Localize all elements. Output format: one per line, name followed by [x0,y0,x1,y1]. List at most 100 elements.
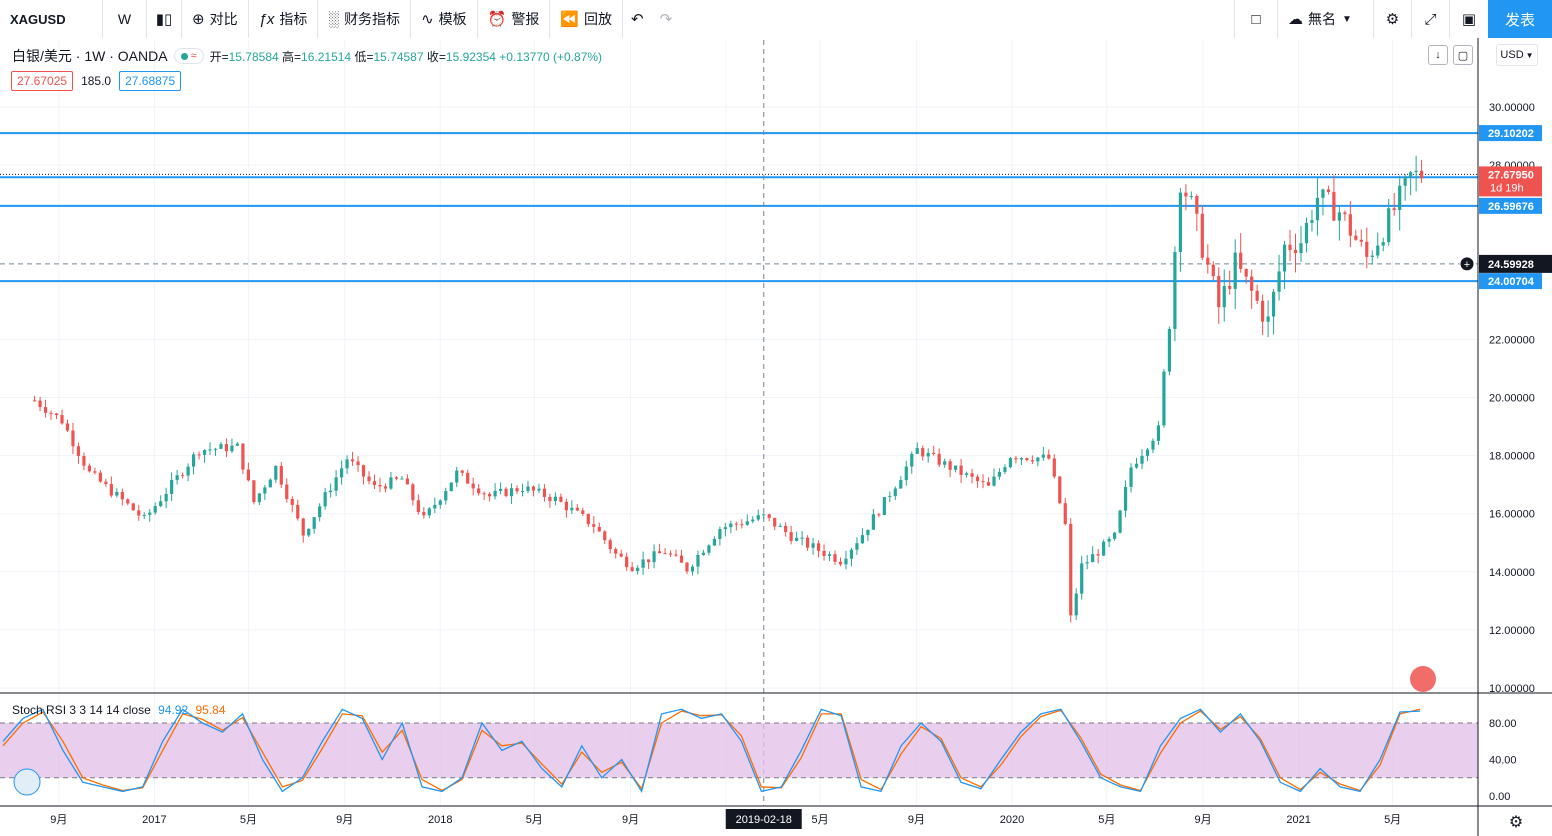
redo-icon: ↷ [659,11,673,28]
time-tick-label: 5月 [812,814,829,826]
candle-body [383,486,388,489]
candle-body [1107,538,1111,542]
candle-body [1080,563,1084,594]
indicators-button[interactable]: ƒx 指标 [249,0,319,38]
candle-body [131,503,135,511]
undo-button[interactable]: ↶ [623,0,652,38]
candle-body [603,531,607,541]
candle-body [542,488,547,497]
time-tick-label: 2017 [142,814,166,826]
candle-body [1365,241,1369,257]
candle-body [477,488,481,494]
cloud-icon: ☁ [1288,11,1303,28]
candle-body [1113,532,1117,539]
open-label: 开= [209,49,229,64]
settings-button[interactable]: ⚙ [1374,0,1412,38]
candle-body [614,549,618,554]
candle-body [1063,503,1067,524]
candle-body [1288,244,1292,250]
candle-body [38,400,42,408]
candle-body [49,412,53,414]
last-price-text: 27.67950 [1488,169,1534,181]
chart-grid [0,38,1552,836]
square-icon: ▢ [1457,49,1469,62]
candle-body [959,465,963,475]
candle-body [800,537,804,539]
candle-body [367,476,371,482]
currency-selector[interactable]: USD ▼ [1496,44,1538,66]
buy-button[interactable]: 27.68875 [119,71,182,91]
candle-body [1014,458,1018,460]
snapshot-button[interactable]: ▣ [1450,0,1488,38]
price-tick-label: 10.00000 [1489,683,1535,695]
candle-body [899,480,903,489]
candle-body [1195,195,1199,214]
layout-name-label: 無名 [1308,11,1336,27]
market-open-dot-icon [180,52,188,60]
symbol-search-button[interactable]: XAGUSD [0,0,103,38]
candle-body [888,496,892,498]
price-labels: 29.1020227.5819726.5967624.0070427.67950… [1459,125,1552,290]
candle-body [416,500,420,513]
chart-type-button[interactable]: ▮▯ [147,0,182,38]
candle-body [1332,191,1336,221]
maximize-pane-button[interactable]: ▢ [1453,45,1473,65]
time-tick-label: 5月 [1384,814,1401,826]
layout-name-button[interactable]: ☁ 無名 ▼ [1278,0,1374,38]
price-label-box [1479,125,1542,142]
scroll-down-button[interactable]: ↓ [1428,45,1448,65]
candle-body [811,543,815,548]
interval-button[interactable]: W [103,0,147,38]
expand-icon: ⤢ [1424,10,1437,28]
candle-body [241,443,245,470]
candle-body [1233,252,1237,289]
time-tick-label: 2020 [1000,814,1024,826]
candle-body [104,481,108,484]
crosshair-date-box [725,809,802,829]
undo-icon: ↶ [631,11,644,28]
sell-button[interactable]: 27.67025 [11,71,74,91]
publish-button[interactable]: 发表 [1488,0,1552,38]
candle-body [98,472,102,482]
candle-body [729,523,733,528]
candle-body [1140,455,1144,464]
stoch-tick-label: 80.00 [1489,718,1517,730]
candle-body [301,518,305,536]
candle-body [970,473,974,477]
stoch-legend: Stoch RSI 3 3 14 14 close 94.92 95.84 [12,703,226,717]
fullscreen-layout-button[interactable]: □ [1234,0,1278,38]
candle-body [438,500,442,505]
add-alert-icon [1459,256,1475,272]
candle-body [877,514,881,516]
templates-button[interactable]: ∿ 模板 [411,0,478,38]
candle-body [1118,510,1122,533]
series-legend: 白银/美元 · 1W · OANDA ≈ 开=15.78584 高=16.215… [12,46,602,66]
compare-button[interactable]: ⊕ 对比 [182,0,249,38]
financials-button[interactable]: ░ 财务指标 [318,0,412,38]
series-title: 白银/美元 · 1W · OANDA [12,48,168,64]
fullscreen-button[interactable]: ⤢ [1412,0,1450,38]
market-status-pill[interactable]: ≈ [173,48,204,64]
candle-body [674,554,678,556]
candle-body [1359,239,1363,242]
plus-circle-icon: ⊕ [192,11,205,28]
replay-button[interactable]: ⏪ 回放 [550,0,624,38]
candle-body [1304,222,1309,244]
candle-body [1041,454,1045,458]
alert-button[interactable]: ⏰ 警报 [478,0,551,38]
candle-body [866,529,870,536]
candle-body [312,517,316,529]
candle-body [581,510,585,514]
candle-body [937,453,941,465]
candle-body [1074,593,1078,616]
candle-body [762,514,766,516]
approx-icon: ≈ [190,50,197,62]
time-tick-label: 2021 [1286,814,1310,826]
candle-body [1239,252,1243,269]
candle-body [789,532,793,541]
price-chart[interactable]: 10.00000 12.00000 14.00000 16.00000 18.00000… [0,38,1552,836]
redo-button[interactable]: ↷ [652,0,681,38]
time-tick-label: 9月 [908,814,925,826]
candle-body [723,527,727,530]
price-tick-label: 20.00000 [1489,393,1535,405]
